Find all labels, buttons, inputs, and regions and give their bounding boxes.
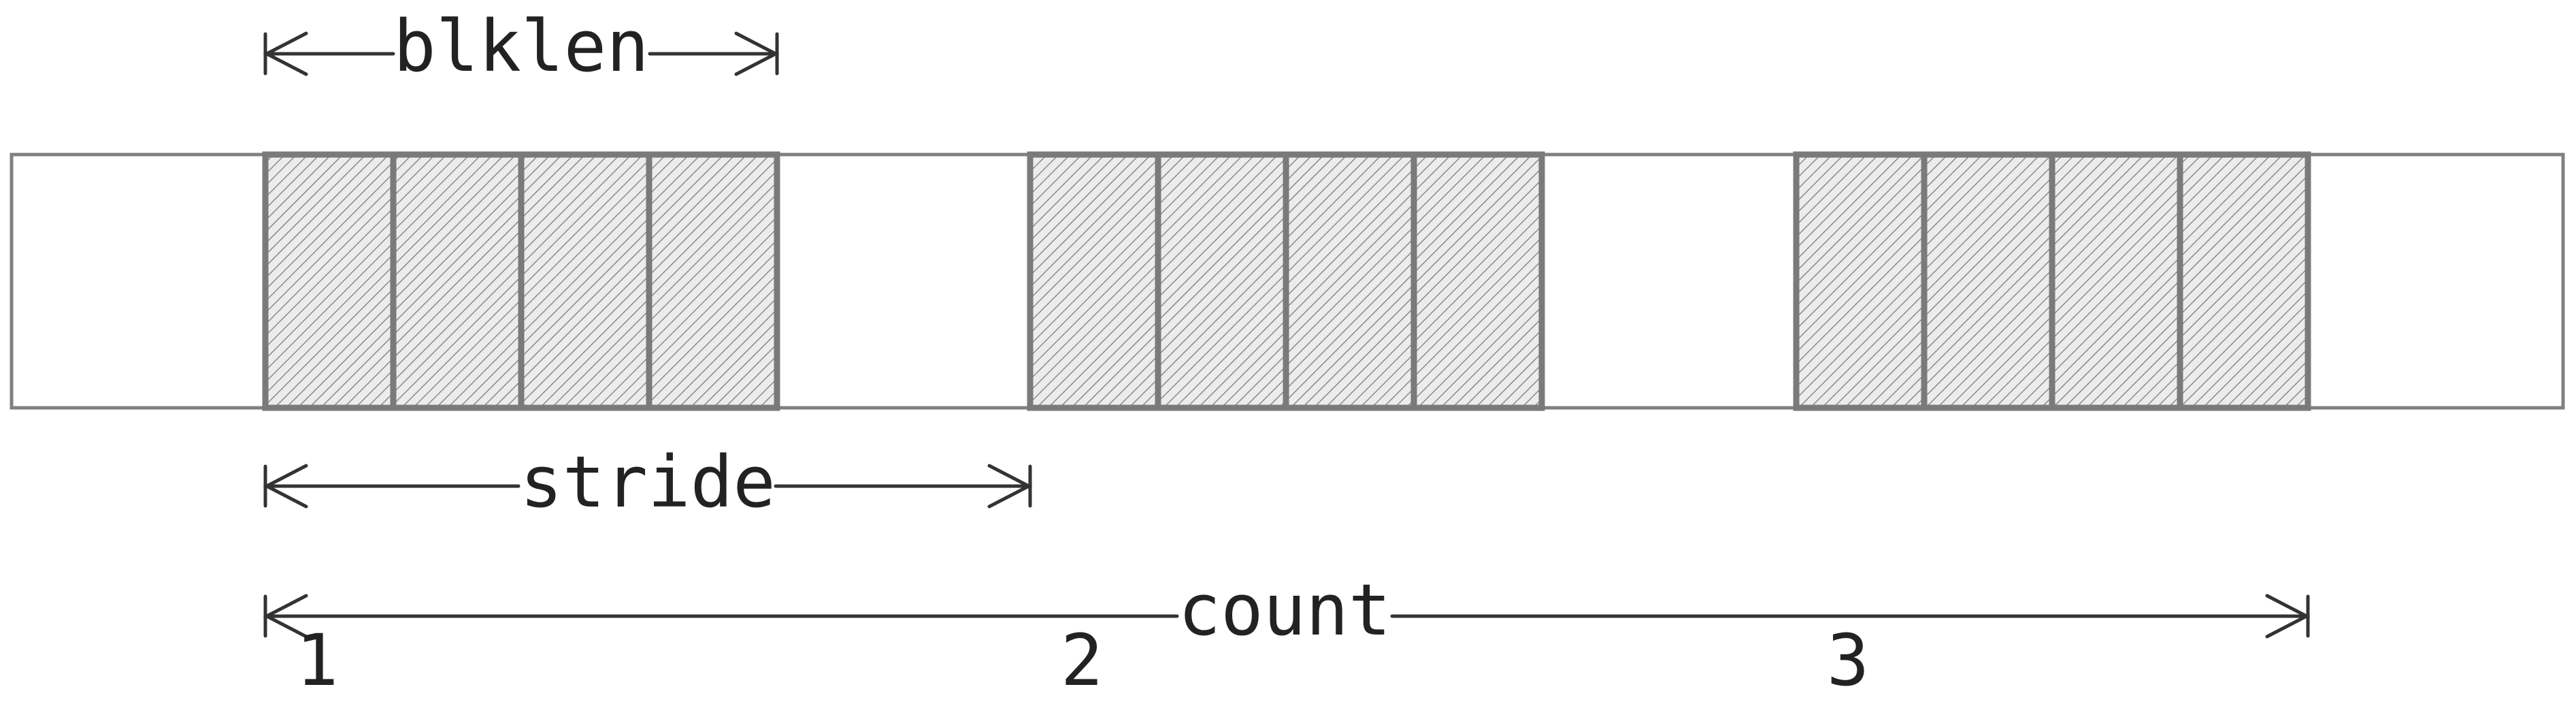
block-2-element-2 <box>1155 151 1289 411</box>
block-3-element-3 <box>2049 151 2183 411</box>
stride-dimension <box>263 464 1033 509</box>
block-1 <box>262 151 780 411</box>
block-3-element-4 <box>2177 151 2311 411</box>
block-index-3: 3 <box>1827 619 1870 702</box>
block-1-element-1 <box>262 151 397 411</box>
block-3-element-2 <box>1921 151 2055 411</box>
block-2-element-3 <box>1283 151 1417 411</box>
blklen-dimension <box>263 31 780 76</box>
block-1-element-3 <box>518 151 653 411</box>
blklen-label: blklen <box>393 5 649 88</box>
block-3 <box>1793 151 2311 411</box>
count-label: count <box>1178 568 1391 652</box>
block-2 <box>1027 151 1545 411</box>
block-1-element-4 <box>646 151 780 411</box>
block-3-element-1 <box>1793 151 1928 411</box>
block-2-element-4 <box>1410 151 1545 411</box>
block-index-1: 1 <box>296 619 339 702</box>
block-1-element-2 <box>390 151 525 411</box>
count-dimension <box>263 594 2311 639</box>
block-2-element-1 <box>1027 151 1161 411</box>
block-index-2: 2 <box>1061 619 1104 702</box>
stride-label: stride <box>520 440 776 524</box>
